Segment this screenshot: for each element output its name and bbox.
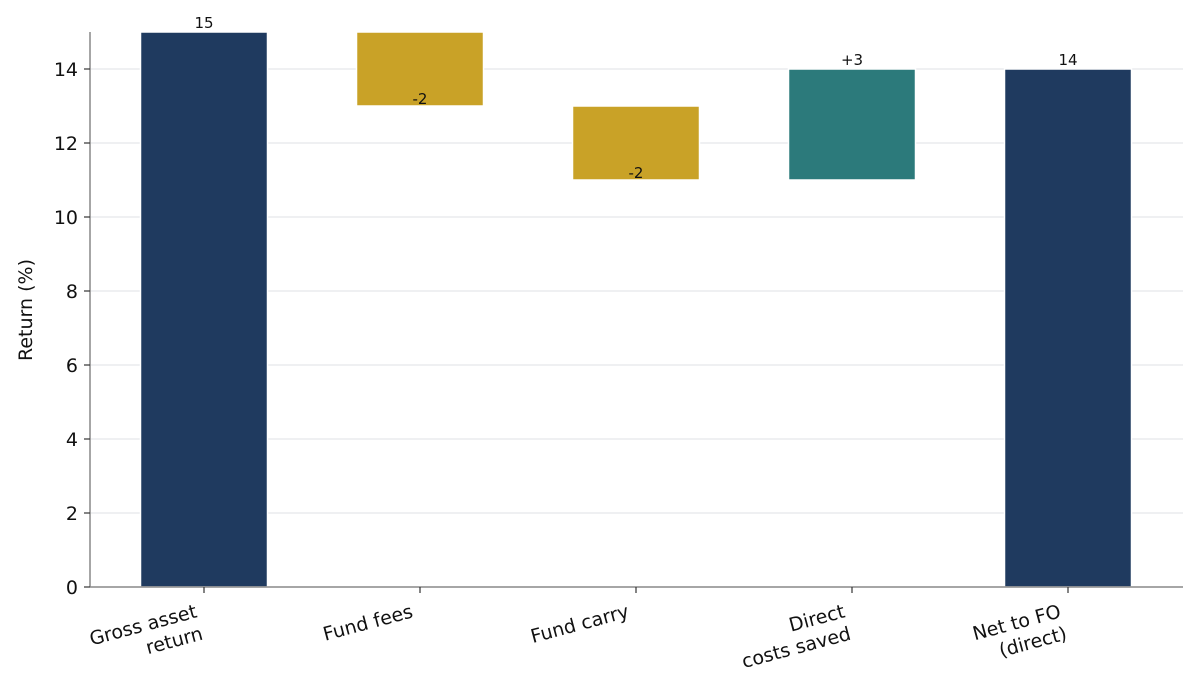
y-axis-title: Return (%) [15, 259, 37, 361]
bar-layer [139, 31, 1133, 588]
label-layer: 15 -2 -2 +3 14 [194, 14, 1077, 182]
x-tick-label-line: Fund fees [321, 601, 416, 646]
y-tick-label: 2 [66, 503, 78, 525]
x-tick-label-text: Gross assetreturn [87, 601, 205, 673]
y-tick-label: 0 [66, 577, 78, 599]
x-tick-label-text: Fund fees [321, 601, 416, 646]
x-tick-label-text: Fund carry [528, 601, 631, 648]
y-tick-label: 6 [66, 355, 78, 377]
y-tick-label: 12 [54, 133, 78, 155]
y-tick-label: 4 [66, 429, 78, 451]
bar-decrease [355, 31, 485, 107]
x-tick-label-text: Net to FO(direct) [970, 601, 1069, 668]
y-tick-label: 14 [54, 59, 78, 81]
x-tick-label-line: Fund carry [528, 601, 631, 648]
bar-data-label: +3 [841, 51, 863, 69]
bar-data-label: -2 [413, 90, 428, 108]
bar-increase [787, 68, 917, 181]
bar-data-label: -2 [629, 164, 644, 182]
x-tick-label: Fund fees [321, 601, 416, 646]
bar-decrease [571, 105, 701, 181]
x-tick-label: Gross assetreturn [87, 601, 205, 673]
bar-data-label: 15 [194, 14, 213, 32]
bar-total [1003, 68, 1133, 588]
y-tick-label: 8 [66, 281, 78, 303]
bar-data-label: 14 [1058, 51, 1077, 69]
x-tick-label: Net to FO(direct) [970, 601, 1069, 668]
x-tick-label-text: Directcosts saved [734, 601, 854, 673]
x-tick-label: Fund carry [528, 601, 631, 648]
y-tick-label: 10 [54, 207, 78, 229]
bar-total [139, 31, 269, 588]
x-tick-label: Directcosts saved [734, 601, 854, 673]
